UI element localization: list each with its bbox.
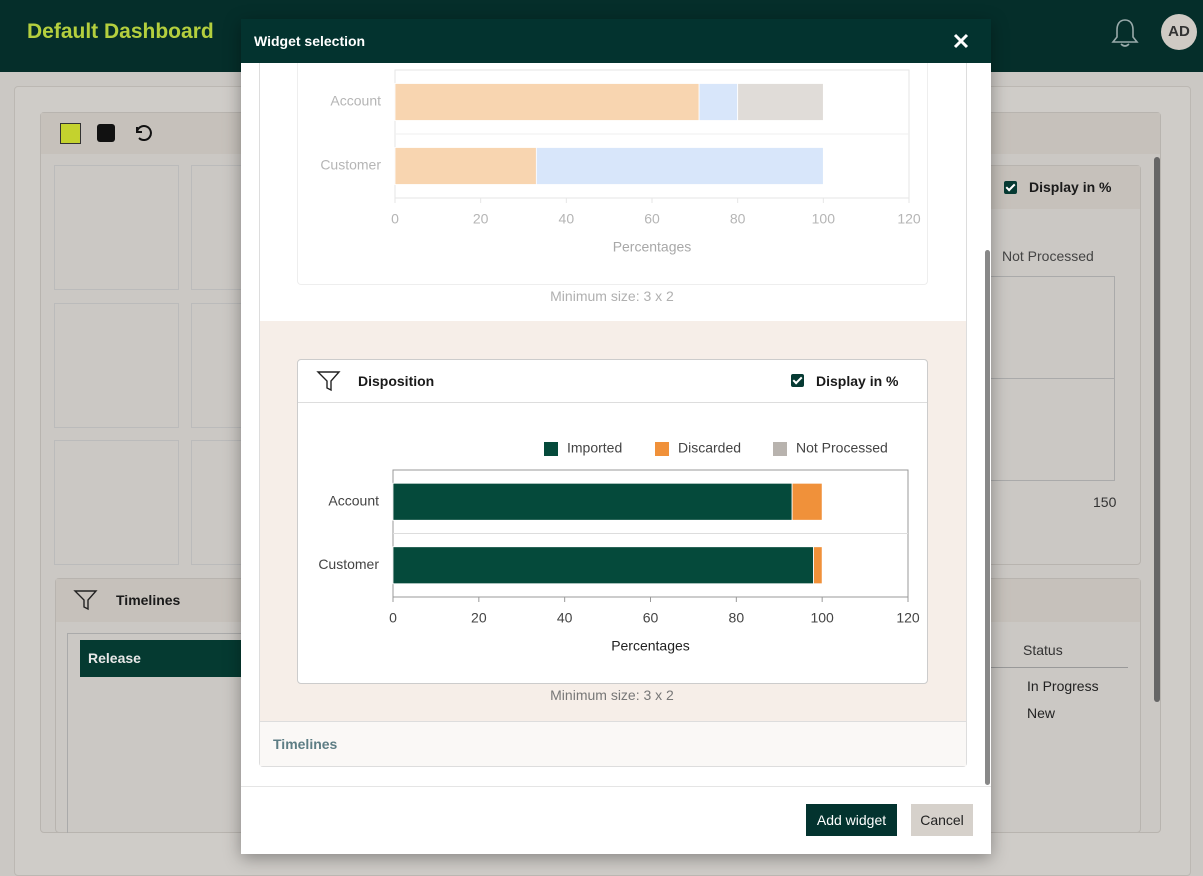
x-tick-label: 100 (810, 610, 834, 626)
placeholder (54, 303, 179, 428)
toggle-label: Display in % (1029, 179, 1112, 195)
release-bar (80, 640, 247, 677)
tick-label: 150 (1093, 494, 1117, 510)
x-tick-label: 20 (473, 211, 489, 227)
widget-list (259, 63, 967, 767)
bar-segment (698, 83, 739, 121)
x-tick-label: 60 (643, 610, 659, 626)
y-tick-label: Account (328, 492, 379, 508)
item-title: Timelines (273, 736, 338, 752)
placeholder (54, 165, 179, 290)
min-size: Minimum size: 3 x 2 (550, 687, 674, 703)
placeholder (54, 440, 179, 565)
avatar[interactable]: AD (1161, 14, 1197, 50)
bar-segment (535, 147, 824, 185)
x-tick-label: 0 (391, 211, 399, 227)
chart-group: 0 20 40 60 80 100 120 Percentages Account Custome… (318, 69, 921, 654)
status: New (1027, 705, 1056, 721)
checkbox[interactable] (791, 374, 804, 387)
column-header: Status (1023, 642, 1063, 658)
dashboard-title: Default Dashboard (27, 20, 214, 43)
cancel-button[interactable]: Cancel (911, 804, 973, 836)
legend-swatch (773, 442, 787, 456)
divider (241, 786, 991, 787)
x-tick-label: 120 (897, 211, 921, 227)
save-icon[interactable] (97, 124, 115, 142)
min-size: Minimum size: 3 x 2 (550, 288, 674, 304)
bar-segment (813, 546, 823, 585)
timelines-title: Timelines (116, 592, 181, 608)
y-tick-label: Customer (320, 157, 381, 173)
x-tick-label: 80 (729, 610, 745, 626)
legend-label: Not Processed (796, 440, 888, 456)
x-tick-label: 60 (644, 211, 660, 227)
widget-card (297, 359, 928, 684)
widget-title: Disposition (358, 373, 435, 389)
y-tick-label: Account (330, 93, 381, 109)
scrollbar[interactable] (1154, 157, 1160, 702)
bar-segment (392, 546, 814, 585)
undo-icon[interactable] (132, 122, 154, 144)
x-tick-label: 20 (471, 610, 487, 626)
modal-header (241, 19, 991, 63)
x-axis-label: Percentages (613, 239, 692, 255)
bar-segment (791, 482, 823, 521)
add-icon[interactable] (60, 123, 81, 144)
modal-title: Widget selection (254, 33, 366, 49)
list-item[interactable] (260, 721, 966, 766)
bar-segment (394, 83, 700, 121)
widget-card (297, 63, 928, 285)
x-tick-label: 40 (557, 610, 573, 626)
legend-swatch (544, 442, 558, 456)
x-tick-label: 40 (559, 211, 575, 227)
x-tick-label: 120 (896, 610, 920, 626)
divider (298, 402, 927, 403)
x-tick-label: 100 (812, 211, 836, 227)
checkbox[interactable] (1004, 181, 1017, 194)
bar-segment (737, 83, 824, 121)
y-tick-label: Customer (318, 556, 379, 572)
table-frame (67, 633, 247, 833)
legend-label: Not Processed (1002, 248, 1094, 264)
grid-line (990, 378, 1115, 379)
legend-label: Imported (567, 440, 622, 456)
bar-segment (392, 482, 793, 521)
bar-segment (394, 147, 537, 185)
legend-swatch (655, 442, 669, 456)
x-tick-label: 80 (730, 211, 746, 227)
divider (990, 667, 1128, 668)
status: In Progress (1027, 678, 1099, 694)
filter-icon[interactable] (73, 588, 99, 612)
toggle-label: Display in % (816, 373, 899, 389)
x-tick-label: 0 (389, 610, 397, 626)
x-axis-label: Percentages (611, 638, 690, 654)
close-button[interactable] (953, 33, 969, 49)
legend-label: Discarded (678, 440, 741, 456)
bell-icon[interactable] (1110, 17, 1140, 49)
add-button[interactable]: Add widget (806, 804, 897, 836)
filter-icon[interactable] (316, 369, 342, 393)
scrollbar[interactable] (985, 250, 990, 785)
release-label: Release (88, 650, 141, 666)
